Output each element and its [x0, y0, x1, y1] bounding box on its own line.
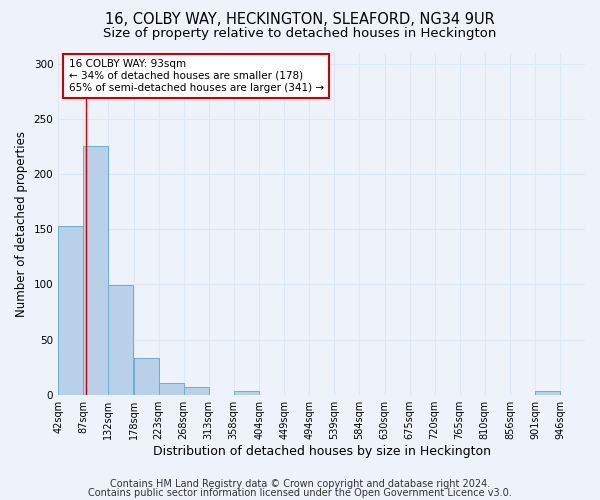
Bar: [233, 392, 259, 394]
Bar: [134, 358, 158, 394]
Text: Size of property relative to detached houses in Heckington: Size of property relative to detached ho…: [103, 28, 497, 40]
Bar: [184, 387, 209, 394]
Bar: [58, 226, 83, 394]
Bar: [535, 392, 560, 394]
Bar: [158, 382, 184, 394]
X-axis label: Distribution of detached houses by size in Heckington: Distribution of detached houses by size …: [152, 444, 491, 458]
Bar: [83, 146, 108, 394]
Text: Contains HM Land Registry data © Crown copyright and database right 2024.: Contains HM Land Registry data © Crown c…: [110, 479, 490, 489]
Text: 16, COLBY WAY, HECKINGTON, SLEAFORD, NG34 9UR: 16, COLBY WAY, HECKINGTON, SLEAFORD, NG3…: [105, 12, 495, 28]
Text: 16 COLBY WAY: 93sqm
← 34% of detached houses are smaller (178)
65% of semi-detac: 16 COLBY WAY: 93sqm ← 34% of detached ho…: [69, 60, 324, 92]
Y-axis label: Number of detached properties: Number of detached properties: [15, 130, 28, 316]
Bar: [108, 286, 133, 395]
Text: Contains public sector information licensed under the Open Government Licence v3: Contains public sector information licen…: [88, 488, 512, 498]
